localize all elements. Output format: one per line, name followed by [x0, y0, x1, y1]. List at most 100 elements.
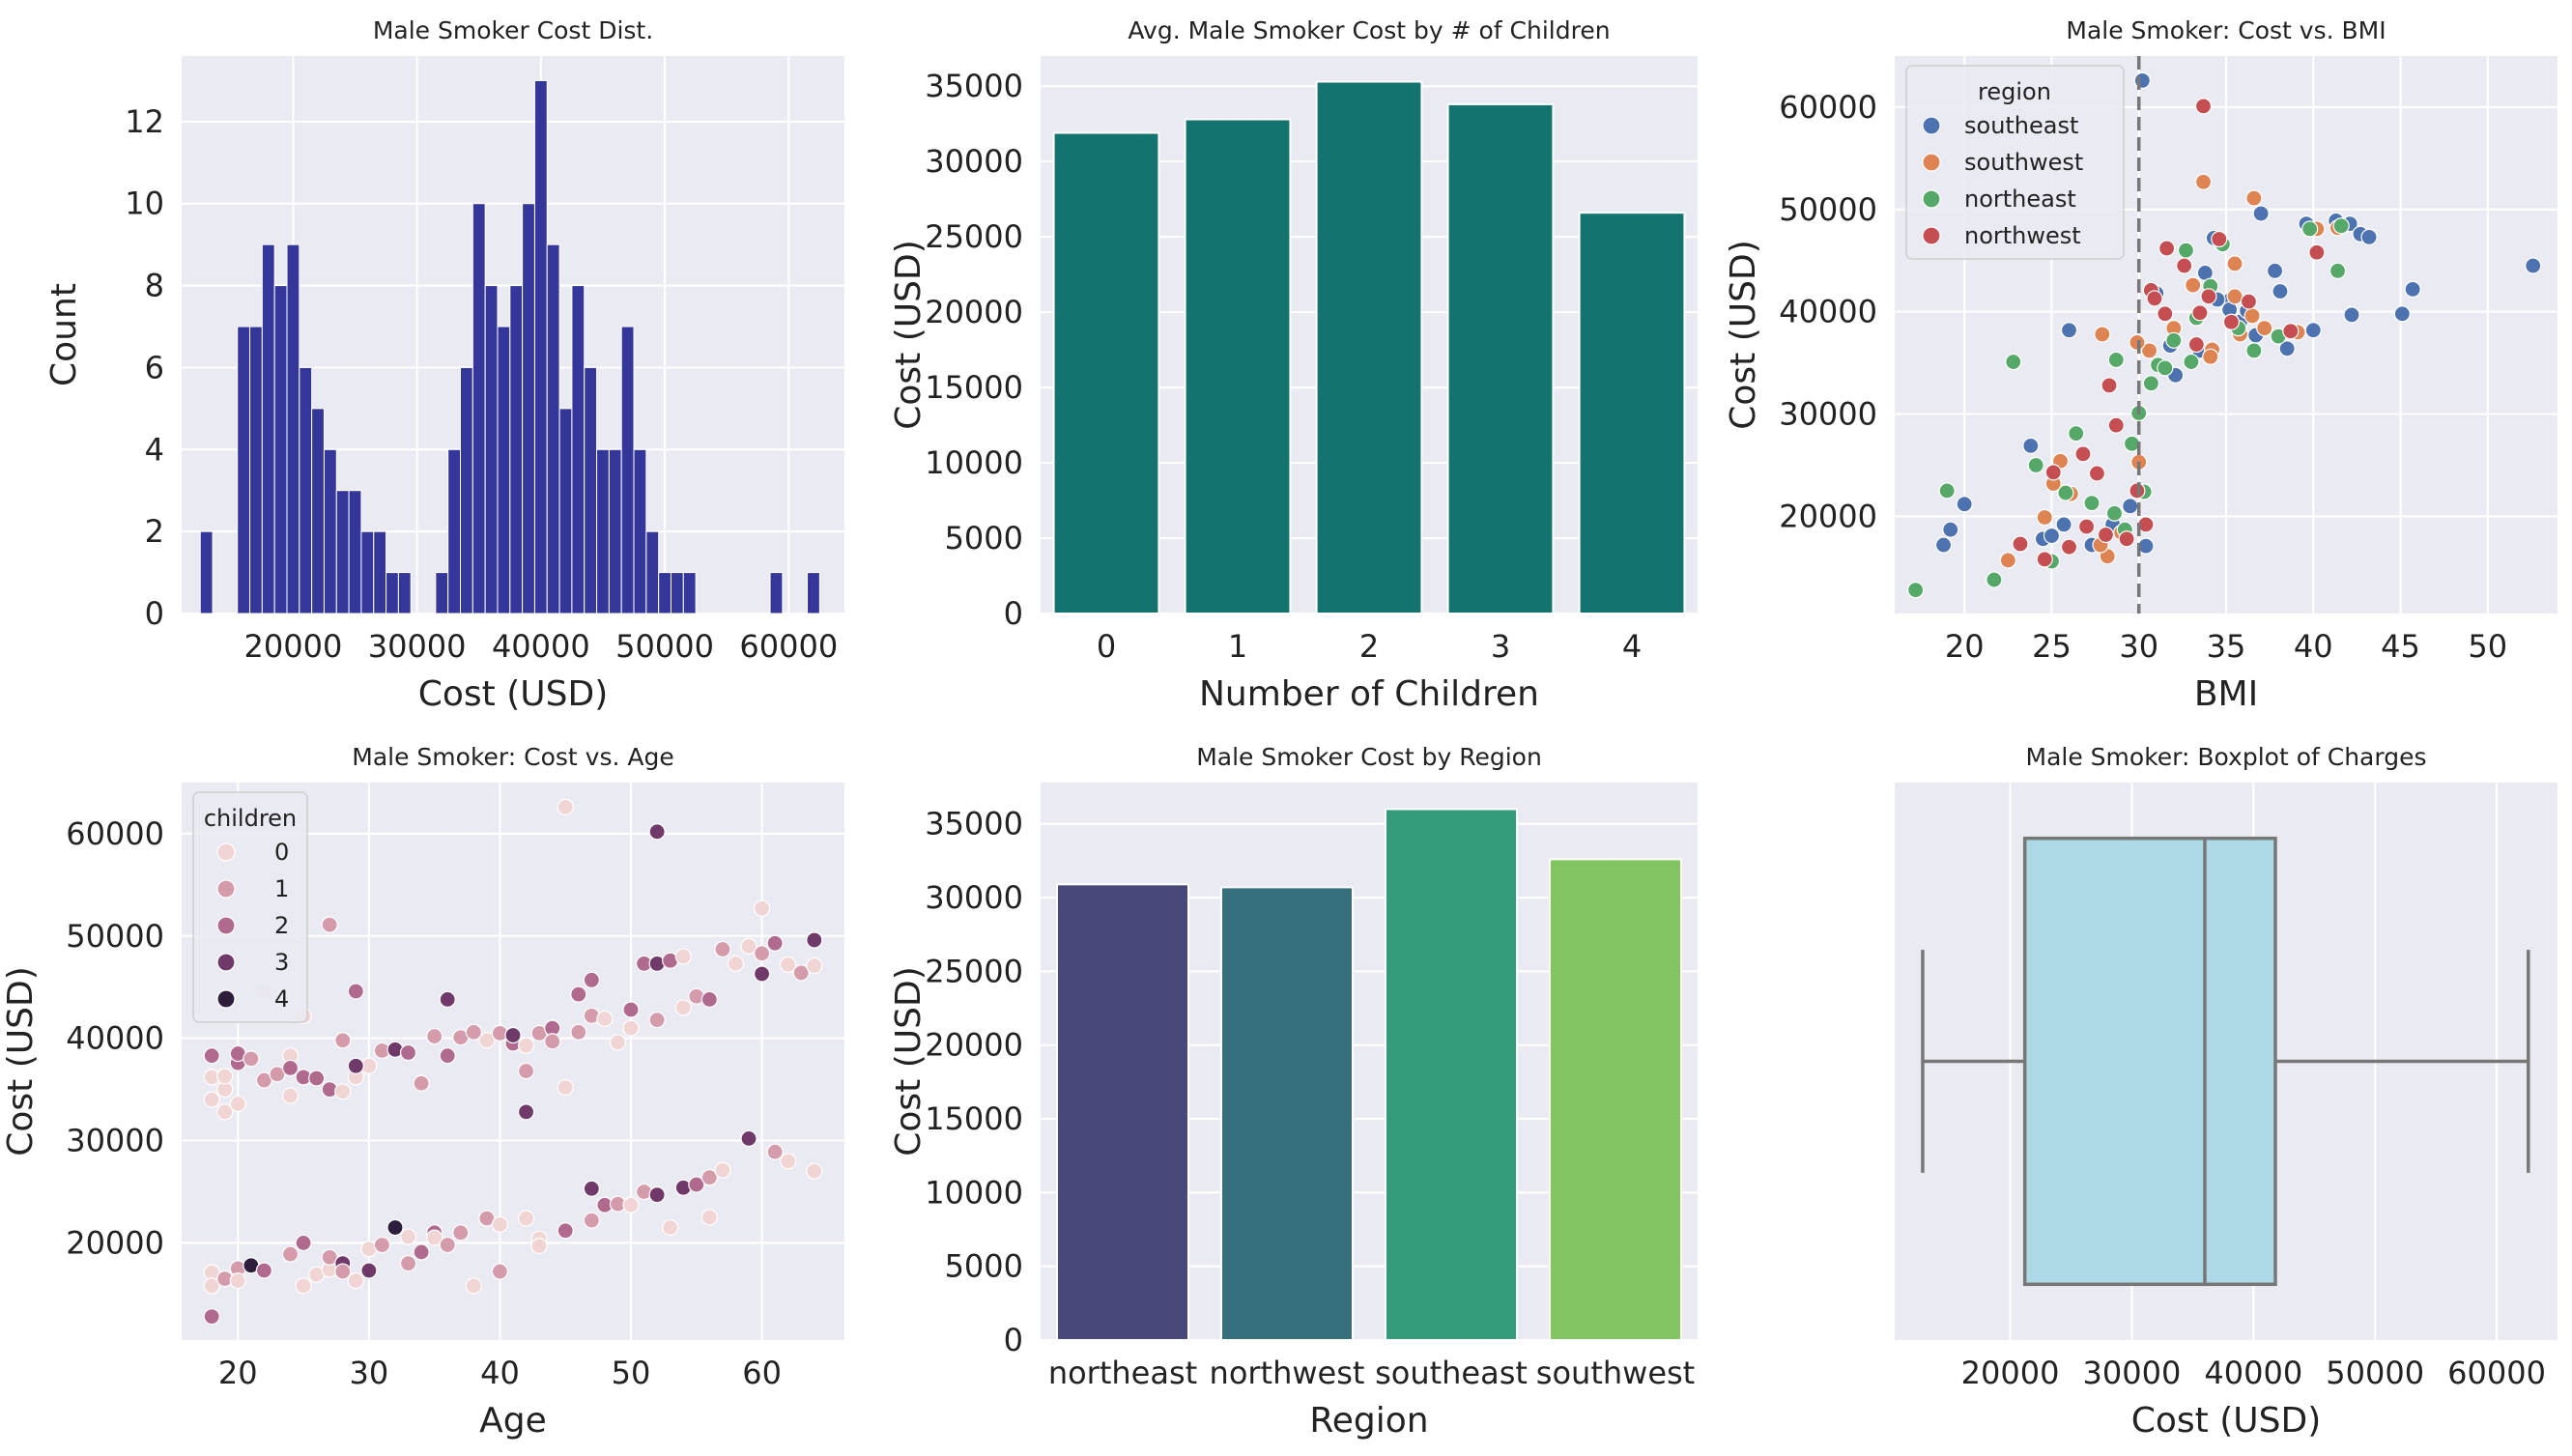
- y-tick-label: 20000: [925, 1027, 1023, 1064]
- scatter-point: [2057, 484, 2074, 501]
- scatter-point: [491, 1215, 509, 1233]
- histogram-bar: [373, 530, 387, 614]
- scatter-point: [740, 1129, 757, 1148]
- legend-marker: [216, 916, 236, 935]
- scatter-point: [2266, 262, 2284, 279]
- histogram-bar: [497, 326, 511, 614]
- scatter-point: [413, 1243, 430, 1261]
- legend-marker: [1922, 226, 1941, 245]
- scatter-point: [439, 990, 456, 1009]
- scatter-point: [2183, 353, 2200, 371]
- x-tick-label: 40000: [2204, 1355, 2302, 1391]
- y-tick-label: 0: [145, 595, 164, 632]
- scatter-point: [2068, 425, 2085, 443]
- scatter-point: [334, 1083, 352, 1100]
- histogram-bar: [460, 366, 473, 614]
- y-tick-label: 12: [125, 103, 164, 140]
- scatter-point: [727, 955, 745, 972]
- scatter-point: [347, 983, 364, 1000]
- scatter-point: [478, 1032, 496, 1049]
- y-tick-label: 5000: [945, 520, 1023, 557]
- x-tick-label: northwest: [1210, 1355, 1365, 1391]
- scatter-point: [688, 1176, 705, 1193]
- scatter-point: [2146, 290, 2163, 307]
- x-tick-label: 60000: [739, 628, 838, 665]
- x-tick-label: 50000: [2326, 1355, 2424, 1391]
- scatter-point: [2245, 342, 2263, 359]
- scatter-point: [2133, 71, 2151, 90]
- x-tick-label: 0: [1097, 628, 1116, 665]
- scatter-point: [439, 1047, 456, 1065]
- scatter-point: [648, 823, 666, 841]
- scatter-point: [2012, 535, 2029, 553]
- x-axis-label: Cost (USD): [2131, 1401, 2322, 1441]
- y-tick-label: 30000: [1779, 396, 1877, 433]
- scatter-point: [321, 916, 338, 933]
- histogram-bar: [645, 530, 660, 614]
- scatter-point: [753, 899, 771, 917]
- scatter-point: [2036, 508, 2053, 527]
- x-tick-label: 40: [480, 1355, 520, 1391]
- scatter-point: [2282, 323, 2300, 340]
- histogram-bar: [472, 203, 486, 614]
- y-tick-label: 6: [145, 349, 164, 385]
- scatter-point: [2060, 538, 2078, 556]
- x-tick-label: 40000: [492, 628, 590, 665]
- scatter-point: [2176, 257, 2193, 274]
- scatter-point: [413, 1074, 430, 1092]
- scatter-point: [2157, 305, 2174, 323]
- scatter-point: [295, 1277, 312, 1295]
- histogram-bar: [199, 530, 214, 614]
- children-bar-chart: Avg. Male Smoker Cost by # of Children 0 1…: [889, 16, 1698, 714]
- scatter-point: [648, 1012, 666, 1029]
- bar: [1315, 80, 1423, 615]
- scatter-point: [2027, 456, 2044, 474]
- scatter-point: [2332, 217, 2350, 235]
- scatter-point: [530, 1237, 548, 1255]
- scatter-point: [1938, 482, 1956, 500]
- scatter-point: [360, 1262, 378, 1279]
- scatter-point: [216, 1103, 234, 1121]
- y-tick-label: 50000: [66, 918, 164, 955]
- y-tick-label: 0: [1004, 595, 1023, 632]
- y-tick-label: 20000: [925, 294, 1023, 330]
- scatter-point: [570, 985, 587, 1003]
- scatter-point: [203, 1091, 220, 1108]
- scatter-point: [766, 934, 784, 952]
- scatter-point: [2525, 257, 2542, 274]
- scatter-point: [504, 1026, 522, 1044]
- x-axis-label: BMI: [2194, 674, 2258, 714]
- chart-title: Avg. Male Smoker Cost by # of Children: [1128, 16, 1610, 44]
- y-tick-label: 20000: [1779, 498, 1877, 534]
- scatter-point: [1934, 536, 1953, 554]
- x-tick-label: 3: [1491, 628, 1510, 665]
- scatter-point: [700, 990, 718, 1009]
- scatter-point: [426, 1027, 443, 1045]
- chart-title: Male Smoker: Cost vs. Age: [352, 743, 673, 771]
- x-tick-label: 1: [1228, 628, 1247, 665]
- scatter-point: [347, 1057, 364, 1074]
- histogram-chart: Male Smoker Cost Dist. 0 2 4 6 8 10 12 20000 3000…: [44, 16, 844, 714]
- y-axis-label: Cost (USD): [889, 966, 929, 1156]
- scatter-point: [229, 1271, 246, 1290]
- scatter-point: [766, 1143, 784, 1160]
- bar: [1446, 102, 1555, 614]
- scatter-point: [465, 1277, 482, 1295]
- scatter-point: [780, 956, 797, 974]
- scatter-point: [517, 1103, 535, 1121]
- histogram-bar: [596, 448, 610, 614]
- scatter-point: [386, 1218, 404, 1237]
- scatter-point: [2177, 242, 2195, 259]
- scatter-point: [2158, 240, 2176, 257]
- y-tick-label: 30000: [66, 1123, 164, 1159]
- histogram-bar: [447, 448, 462, 614]
- scatter-point: [1907, 582, 1925, 599]
- x-tick-label: 50000: [615, 628, 714, 665]
- scatter-point: [2122, 498, 2139, 515]
- legend-marker: [1922, 116, 1941, 135]
- scatter-point: [203, 1277, 220, 1295]
- scatter-point: [2211, 230, 2228, 248]
- scatter-point: [714, 1161, 731, 1179]
- y-tick-label: 5000: [945, 1248, 1023, 1285]
- scatter-point: [2165, 331, 2183, 349]
